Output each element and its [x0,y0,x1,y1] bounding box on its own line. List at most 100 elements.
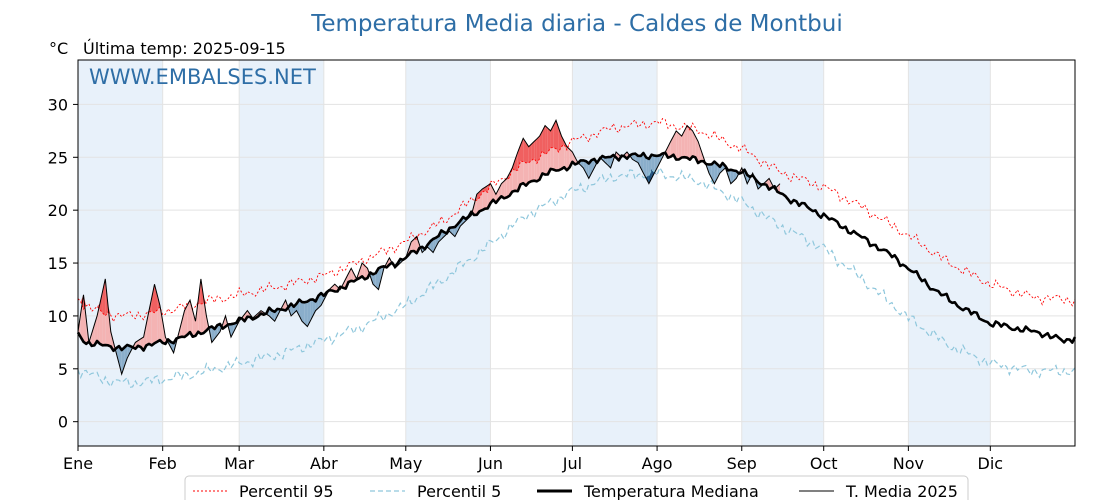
legend-label-current: T. Media 2025 [845,482,958,500]
above-p95-fill [523,138,526,163]
y-axis-unit: °C [49,39,68,58]
below-median-fill [124,344,128,367]
y-tick-label: 20 [48,201,68,220]
below-median-fill [583,160,587,174]
above-median-fill [566,146,570,171]
above-median-fill [482,187,485,211]
above-median-fill [676,130,679,160]
y-tick-label: 5 [58,360,68,379]
below-median-fill [231,323,234,338]
above-median-fill [359,263,363,279]
y-tick-label: 30 [48,95,68,114]
below-median-fill [714,161,718,184]
above-median-fill [187,300,190,335]
above-p95-fill [536,136,540,164]
x-tick-label: Jul [562,454,582,473]
above-median-fill [143,323,147,351]
below-median-fill [638,155,641,168]
month-band [78,60,163,446]
above-median-fill [678,133,682,160]
month-bands [78,60,991,446]
above-median-fill [414,236,417,254]
month-band [572,60,658,446]
x-tick-label: Oct [810,454,838,473]
above-p95-fill [187,300,190,303]
below-median-fill [632,153,636,161]
above-median-fill [673,130,677,160]
x-tick-label: Ene [63,454,93,473]
above-median-fill [192,310,196,337]
below-median-fill [657,155,660,168]
above-median-fill [684,125,688,158]
above-median-fill [351,268,354,282]
above-median-fill [146,310,149,346]
below-median-fill [310,299,313,322]
anomaly-fills [78,120,780,375]
legend-label-p95: Percentil 95 [239,482,334,500]
x-tick-label: Abr [310,454,338,473]
legend: Percentil 95 Percentil 5 Temperatura Med… [184,475,969,500]
below-median-fill [271,310,275,322]
axes: 0 5 10 15 20 25 30 Ene Feb Mar Abr May Jun Jul Ago Sep O… [48,95,1003,473]
above-median-fill [334,284,338,292]
above-median-fill [670,136,674,157]
below-median-fill [730,169,734,184]
below-median-fill [302,302,305,324]
above-p95-fill [545,125,548,155]
above-median-fill [203,297,207,334]
above-p95-fill [526,142,529,163]
above-median-fill [689,128,693,160]
above-median-fill [159,305,163,343]
above-p95-fill [531,141,535,161]
below-median-fill [607,156,611,168]
below-p5-fill [648,169,652,184]
above-median-fill [282,300,286,311]
month-band [405,60,491,446]
above-median-fill [348,268,352,283]
x-tick-label: Dic [978,454,1004,473]
above-p95-fill [542,125,546,155]
x-tick-label: Nov [893,454,924,473]
series-lines [76,118,1077,388]
below-median-fill [307,299,311,327]
x-tick-label: May [389,454,422,473]
above-median-fill [506,173,510,198]
x-tick-label: Mar [224,454,255,473]
below-median-fill [299,299,302,322]
above-median-fill [184,305,188,337]
above-median-fill [698,141,701,163]
above-p95-fill [566,142,570,150]
above-median-fill [181,310,185,337]
y-tick-label: 0 [58,413,68,432]
x-tick-label: Sep [727,454,757,473]
series-line-p5 [77,166,1076,388]
month-band [239,60,324,446]
above-median-fill [692,130,696,158]
below-median-fill [711,161,715,184]
series-line-p95 [77,118,1076,323]
above-p95-fill [528,144,532,163]
below-median-fill [170,342,174,353]
below-median-fill [373,273,376,287]
y-tick-label: 10 [48,307,68,326]
above-p95-fill [556,120,559,153]
y-tick-label: 15 [48,254,68,273]
series-line-current [77,119,781,376]
x-tick-label: Feb [149,454,177,473]
above-p95-fill [534,138,537,164]
below-median-fill [643,153,647,179]
below-median-fill [709,164,712,179]
above-p95-fill [547,128,551,153]
month-band [908,60,991,446]
above-median-fill [91,324,95,346]
above-median-fill [681,130,685,158]
legend-box [184,475,969,500]
x-tick-label: Ago [642,454,673,473]
below-median-fill [591,159,595,174]
watermark: WWW.EMBALSES.NET [89,65,316,89]
y-tick-label: 25 [48,148,68,167]
series-line-median [76,151,1077,353]
above-median-fill [504,178,507,199]
legend-label-p5: Percentil 5 [417,482,501,500]
